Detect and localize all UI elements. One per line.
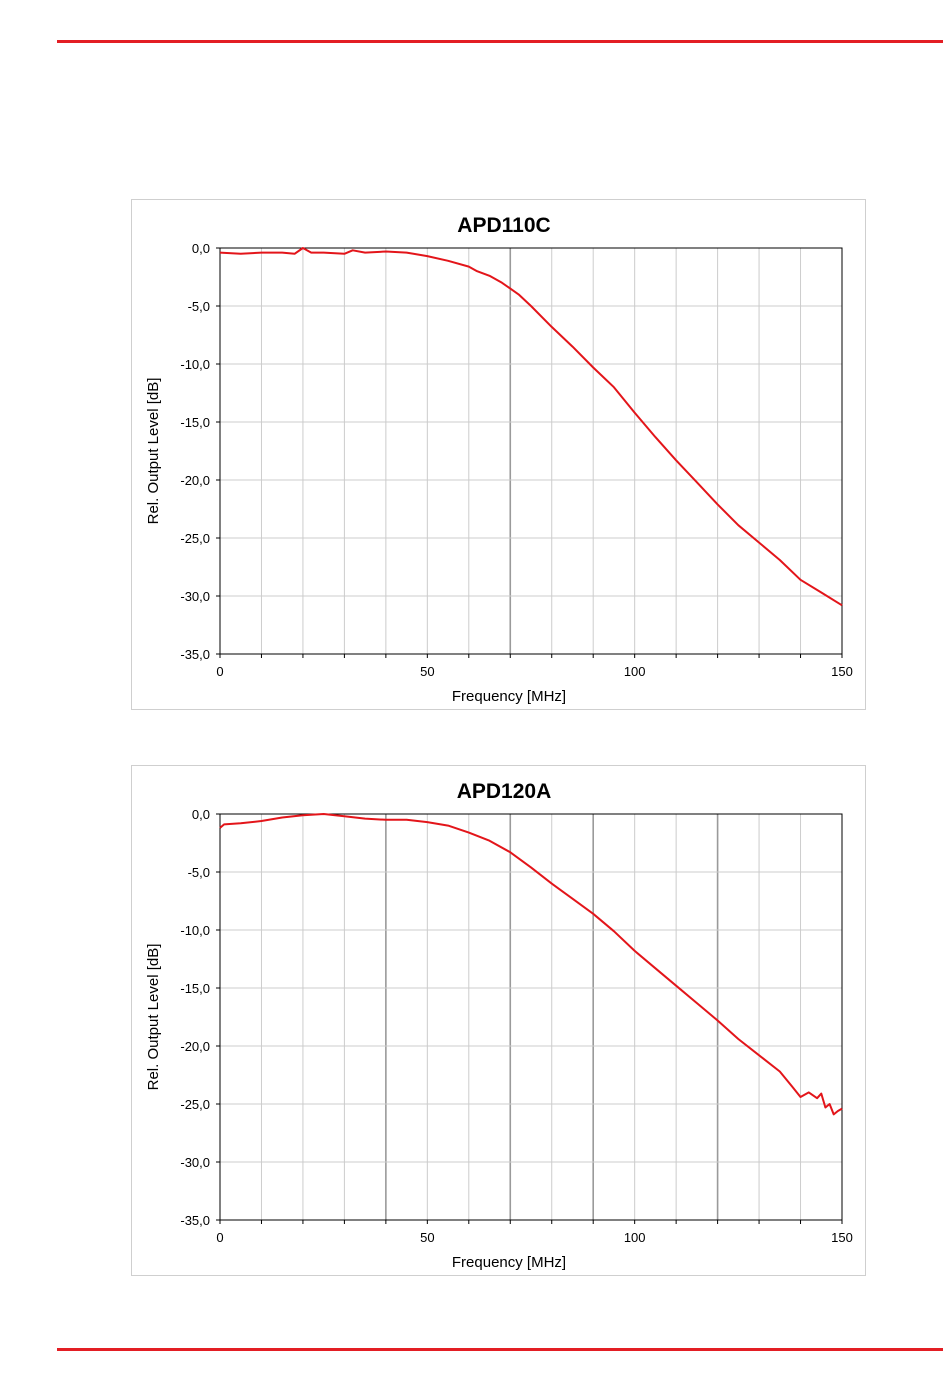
y-tick-label: -15,0 bbox=[180, 981, 210, 996]
plot-area bbox=[219, 813, 843, 1221]
x-tick-label: 0 bbox=[216, 664, 223, 679]
y-tick-label: -5,0 bbox=[188, 299, 210, 314]
x-tick-label: 50 bbox=[420, 1230, 434, 1245]
y-tick-label: -15,0 bbox=[180, 415, 210, 430]
x-tick-label: 100 bbox=[624, 664, 646, 679]
y-tick-label: -10,0 bbox=[180, 923, 210, 938]
x-tick-label: 100 bbox=[624, 1230, 646, 1245]
x-tick-label: 150 bbox=[831, 1230, 853, 1245]
y-tick-label: -25,0 bbox=[180, 531, 210, 546]
y-tick-label: -30,0 bbox=[180, 1155, 210, 1170]
y-tick-label: -5,0 bbox=[188, 865, 210, 880]
y-tick-label: -35,0 bbox=[180, 647, 210, 662]
y-tick-label: 0,0 bbox=[192, 807, 210, 822]
y-tick-label: -30,0 bbox=[180, 589, 210, 604]
y-tick-label: -35,0 bbox=[180, 1213, 210, 1228]
chart-apd110c: 0 50 100 150 0,0 -5,0 -10,0 -15,0 -20,0 -25,0 -30,… bbox=[131, 199, 866, 710]
chart-apd120a-svg: 0 50 100 150 0,0 -5,0 -10,0 -15,0 -20,0 -25,0 -30,… bbox=[145, 780, 853, 1271]
series-line bbox=[219, 247, 843, 607]
chart-title: APD120A bbox=[457, 780, 552, 803]
y-axis-label: Rel. Output Level [dB] bbox=[145, 378, 162, 525]
y-axis-label: Rel. Output Level [dB] bbox=[145, 944, 162, 1091]
chart-title: APD110C bbox=[457, 214, 550, 237]
y-tick-label: -10,0 bbox=[180, 357, 210, 372]
x-axis-label: Frequency [MHz] bbox=[452, 1254, 566, 1271]
y-tick-label: -20,0 bbox=[180, 473, 210, 488]
y-tick-label: 0,0 bbox=[192, 241, 210, 256]
header-rule bbox=[57, 40, 943, 43]
plot-area bbox=[219, 247, 843, 655]
x-axis-label: Frequency [MHz] bbox=[452, 688, 566, 705]
x-tick-label: 150 bbox=[831, 664, 853, 679]
chart-apd120a: 0 50 100 150 0,0 -5,0 -10,0 -15,0 -20,0 -25,0 -30,… bbox=[131, 765, 866, 1276]
y-tick-label: -25,0 bbox=[180, 1097, 210, 1112]
x-tick-label: 0 bbox=[216, 1230, 223, 1245]
footer-rule bbox=[57, 1348, 943, 1351]
series-line bbox=[219, 813, 843, 1116]
y-tick-label: -20,0 bbox=[180, 1039, 210, 1054]
x-tick-label: 50 bbox=[420, 664, 434, 679]
chart-apd110c-svg: 0 50 100 150 0,0 -5,0 -10,0 -15,0 -20,0 -25,0 -30,… bbox=[145, 214, 853, 705]
